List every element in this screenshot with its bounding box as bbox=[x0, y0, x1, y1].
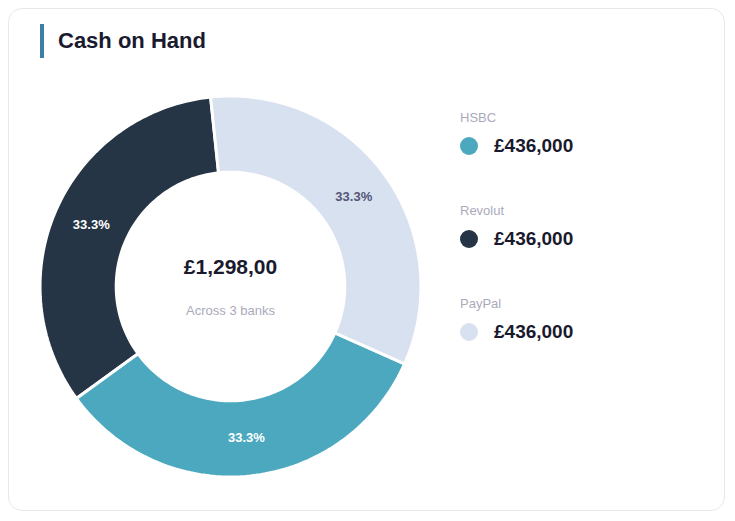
html-text:£436,000: £436,000 bbox=[494, 228, 574, 249]
svg-text:£1,298,00: £1,298,00 bbox=[184, 255, 277, 278]
html-text:£436,000: £436,000 bbox=[494, 321, 574, 342]
html-text:Cash on Hand: Cash on Hand bbox=[58, 28, 206, 53]
svg-text:33.3%: 33.3% bbox=[73, 217, 110, 232]
svg-text:Across 3 banks: Across 3 banks bbox=[186, 303, 275, 318]
html-text:PayPal: PayPal bbox=[460, 296, 502, 311]
html-text:HSBC: HSBC bbox=[460, 110, 497, 125]
html-text:Revolut: Revolut bbox=[460, 203, 505, 218]
html-text:£436,000: £436,000 bbox=[494, 135, 574, 156]
svg-text:33.3%: 33.3% bbox=[228, 430, 265, 445]
svg-text:33.3%: 33.3% bbox=[335, 189, 372, 204]
